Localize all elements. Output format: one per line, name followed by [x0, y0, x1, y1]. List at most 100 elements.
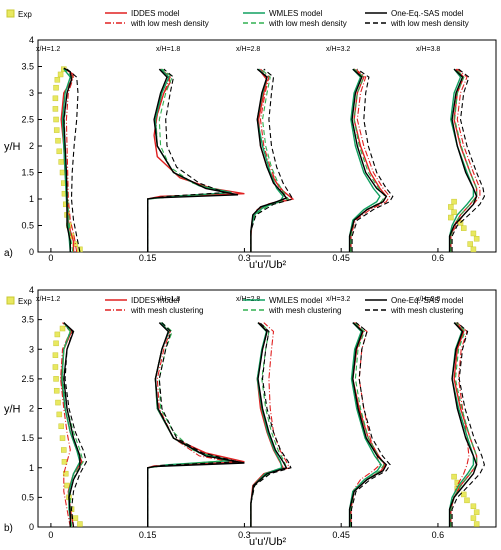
exp-marker	[57, 71, 64, 78]
exp-marker	[61, 459, 68, 465]
x-tick-label: 0.6	[432, 530, 445, 540]
y-tick-label: 2	[29, 141, 34, 151]
y-tick-label: 3	[29, 344, 34, 354]
station-label: x/H=3.8	[416, 46, 440, 53]
exp-marker	[53, 116, 59, 123]
series-line	[250, 68, 294, 252]
exp-marker	[53, 376, 59, 382]
x-tick-label: 0.15	[139, 530, 157, 540]
series-line	[348, 322, 383, 527]
y-tick-label: 0	[29, 522, 34, 532]
exp-marker	[470, 503, 477, 510]
y-tick-label: 1	[29, 463, 34, 473]
station-label: x/H=3.2	[326, 296, 350, 303]
series-line	[147, 68, 226, 252]
y-tick-label: 3.5	[21, 315, 34, 325]
y-tick-label: 0.5	[21, 221, 34, 231]
exp-marker	[448, 214, 454, 221]
series-line	[348, 322, 388, 527]
exp-marker	[77, 521, 83, 527]
series-line	[63, 67, 73, 252]
series-line	[450, 68, 481, 252]
y-tick-label: 1.5	[21, 168, 34, 178]
exp-marker	[59, 325, 66, 332]
exp-marker	[460, 225, 467, 231]
exp-marker	[59, 169, 66, 176]
series-line	[63, 322, 87, 528]
series-line	[350, 322, 391, 527]
y-tick-label: 0	[29, 247, 34, 257]
exp-marker	[56, 148, 63, 155]
station-label: x/H=3.2	[326, 46, 350, 53]
series-line	[351, 68, 394, 252]
station-label: x/H=1.2	[36, 296, 60, 303]
series-line	[250, 68, 290, 252]
x-tick-label: 0.45	[332, 530, 350, 540]
series-line	[348, 68, 381, 252]
series-line	[250, 68, 288, 252]
series-line	[65, 68, 78, 253]
y-tick-label: 4	[29, 35, 34, 45]
exp-marker	[470, 515, 477, 521]
series-line	[450, 322, 470, 527]
series-line	[448, 68, 478, 252]
legend-label: with mesh clustering	[268, 306, 341, 315]
series-line	[250, 322, 292, 527]
legend-exp-label: Exp	[18, 10, 32, 19]
x-tick-label: 0	[48, 253, 53, 263]
legend-label: with low mesh density	[268, 19, 347, 28]
exp-marker	[52, 364, 59, 370]
x-tick-label: 0.15	[139, 253, 157, 263]
x-tick-label: 0.45	[332, 253, 350, 263]
exp-marker	[52, 95, 59, 102]
exp-marker	[470, 246, 477, 253]
x-tick-label: 0.3	[238, 530, 251, 540]
exp-marker	[55, 137, 61, 144]
panel-label: b)	[4, 523, 13, 534]
exp-marker	[56, 411, 63, 418]
x-axis-label: u'u'/Ub²	[249, 536, 287, 548]
exp-marker	[52, 106, 59, 112]
exp-marker	[53, 84, 59, 91]
legend-label: with mesh clustering	[390, 306, 463, 315]
exp-marker	[451, 473, 457, 480]
legend-label: IDDES model	[131, 296, 180, 305]
y-tick-label: 3	[29, 88, 34, 98]
series-line	[250, 68, 288, 252]
series-line	[60, 322, 71, 528]
exp-marker	[460, 491, 467, 498]
series-line	[147, 322, 245, 527]
legend-exp-marker	[6, 296, 15, 305]
exp-marker	[62, 201, 69, 208]
y-tick-label: 4	[29, 285, 34, 295]
station-label: x/H=3.8	[416, 296, 440, 303]
y-tick-label: 2.5	[21, 374, 34, 384]
y-axis-label: y/H	[4, 141, 21, 153]
exp-marker	[473, 236, 480, 242]
y-tick-label: 1.5	[21, 433, 34, 443]
series-line	[451, 68, 485, 252]
x-tick-label: 0.3	[238, 253, 251, 263]
y-tick-label: 0.5	[21, 492, 34, 502]
legend-label: with low mesh density	[390, 19, 469, 28]
series-line	[61, 68, 72, 253]
exp-marker	[448, 204, 454, 210]
exp-marker	[473, 521, 480, 527]
legend-exp-marker	[6, 9, 15, 18]
series-line	[250, 68, 284, 252]
exp-marker	[454, 479, 461, 486]
station-label: x/H=1.8	[156, 46, 180, 53]
exp-marker	[72, 515, 79, 521]
station-label: x/H=1.8	[156, 296, 180, 303]
y-axis-label: y/H	[4, 404, 21, 416]
series-line	[450, 322, 478, 527]
series-line	[348, 68, 388, 252]
series-line	[250, 322, 288, 527]
exp-marker	[58, 423, 64, 430]
exp-marker	[55, 399, 61, 406]
x-tick-label: 0.6	[432, 253, 445, 263]
plot-frame	[37, 39, 497, 253]
exp-marker	[53, 387, 60, 394]
exp-marker	[54, 331, 61, 338]
